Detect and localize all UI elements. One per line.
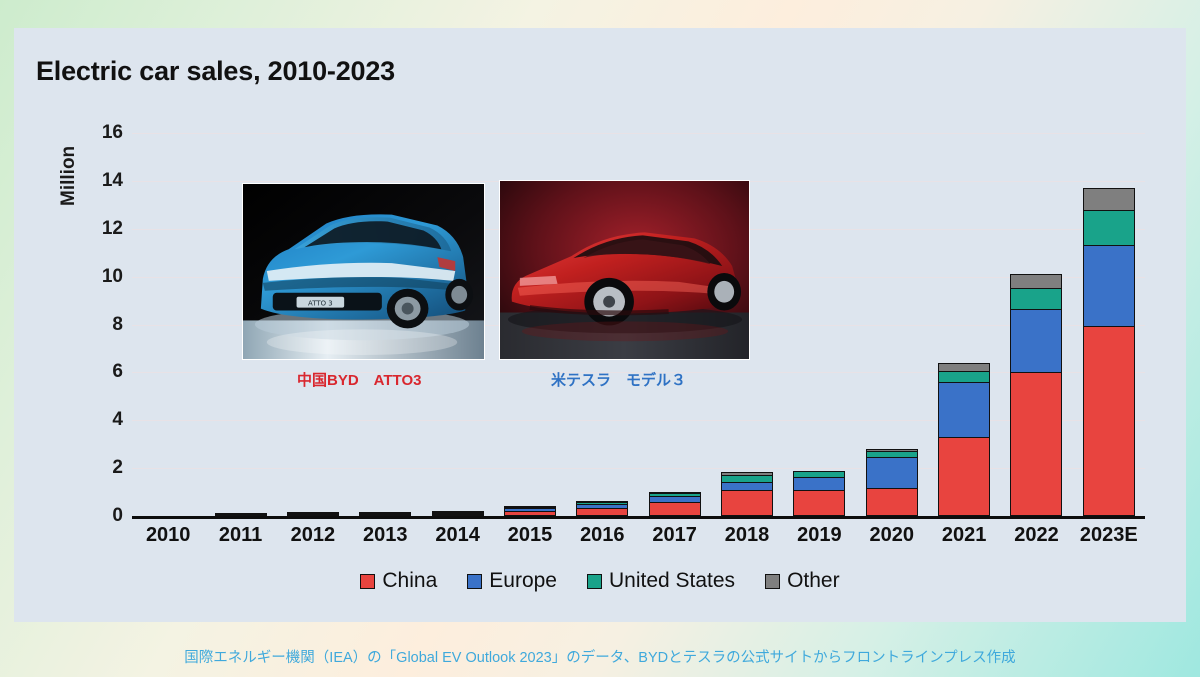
gridline bbox=[132, 372, 1145, 374]
bar-segment-other[interactable] bbox=[1082, 188, 1135, 212]
bar-segment-united-states[interactable] bbox=[1010, 288, 1063, 311]
bar-segment-china[interactable] bbox=[576, 507, 629, 516]
bar-segment-china[interactable] bbox=[1010, 372, 1063, 516]
bar-2014[interactable] bbox=[431, 511, 484, 516]
x-axis-tick-2021: 2021 bbox=[941, 524, 987, 546]
tesla-photo-caption: 米テスラ モデル３ bbox=[551, 372, 687, 389]
x-axis-tick-2013: 2013 bbox=[363, 524, 408, 546]
x-axis-tick-2018: 2018 bbox=[724, 524, 770, 546]
legend-item-europe[interactable]: Europe bbox=[467, 569, 557, 593]
bar-segment-china[interactable] bbox=[721, 489, 774, 516]
y-axis-tick: 12 bbox=[101, 217, 123, 239]
bar-segment-china[interactable] bbox=[503, 510, 556, 516]
byd-atto3-photo: ATTO 3 bbox=[242, 183, 485, 360]
y-axis-tick: 14 bbox=[101, 169, 123, 191]
svg-text:ATTO 3: ATTO 3 bbox=[308, 300, 333, 308]
page-title: Electric car sales, 2010-2023 bbox=[36, 56, 395, 86]
bar-segment-europe[interactable] bbox=[865, 456, 918, 491]
bar-segment-china[interactable] bbox=[359, 513, 412, 516]
y-axis-label: Million bbox=[58, 145, 79, 206]
tesla-model3-photo bbox=[499, 180, 750, 360]
bar-segment-china[interactable] bbox=[865, 488, 918, 516]
bar-2023E[interactable] bbox=[1082, 188, 1135, 516]
x-axis-tick-2022: 2022 bbox=[1014, 524, 1059, 546]
bar-2017[interactable] bbox=[648, 492, 701, 516]
bar-2016[interactable] bbox=[576, 501, 629, 516]
y-axis-tick: 2 bbox=[112, 457, 123, 479]
bar-2013[interactable] bbox=[359, 512, 412, 516]
y-axis-tick: 6 bbox=[112, 361, 123, 383]
tesla-model3-image bbox=[500, 181, 749, 359]
gridline bbox=[132, 420, 1145, 422]
x-axis-tick-labels: 2010 2011 2012 2013 2014 2015 2016 2017 2018 2019… bbox=[132, 524, 1145, 562]
x-axis-tick-2014: 2014 bbox=[435, 524, 480, 546]
bar-segment-china[interactable] bbox=[431, 513, 484, 516]
x-axis-tick-2023E: 2023E bbox=[1079, 524, 1138, 546]
y-axis-tick: 10 bbox=[101, 265, 123, 287]
bar-2020[interactable] bbox=[865, 449, 918, 516]
x-axis-line bbox=[132, 516, 1145, 519]
bar-segment-china[interactable] bbox=[1082, 325, 1135, 516]
legend-label: Other bbox=[787, 569, 840, 592]
bar-segment-europe[interactable] bbox=[1010, 309, 1063, 374]
legend-item-other[interactable]: Other bbox=[765, 569, 840, 593]
byd-photo-caption: 中国BYD ATTO3 bbox=[297, 372, 422, 389]
source-note: 国際エネルギー機関（IEA）の「Global EV Outlook 2023」の… bbox=[184, 650, 1016, 666]
y-axis-tick: 4 bbox=[112, 409, 123, 431]
bar-segment-europe[interactable] bbox=[938, 382, 991, 439]
legend-swatch-icon bbox=[765, 573, 781, 589]
bar-segment-europe[interactable] bbox=[1082, 244, 1135, 328]
x-axis-tick-2019: 2019 bbox=[797, 524, 842, 546]
x-axis-tick-2011: 2011 bbox=[218, 524, 263, 546]
x-axis-tick-2020: 2020 bbox=[869, 524, 915, 546]
y-axis-tick: 16 bbox=[101, 122, 123, 143]
gridline bbox=[132, 133, 1145, 134]
bar-2012[interactable] bbox=[286, 512, 339, 516]
legend-label: Europe bbox=[489, 569, 557, 592]
legend-label: United States bbox=[608, 569, 736, 592]
bar-2019[interactable] bbox=[793, 470, 846, 516]
y-axis-tick: 0 bbox=[112, 505, 123, 526]
legend-swatch-icon bbox=[586, 573, 602, 589]
bar-2018[interactable] bbox=[721, 471, 774, 516]
chart-legend: China Europe United States Other bbox=[14, 569, 1186, 593]
bar-segment-china[interactable] bbox=[214, 513, 267, 516]
bar-segment-united-states[interactable] bbox=[1082, 210, 1135, 247]
bar-segment-china[interactable] bbox=[938, 437, 991, 516]
x-axis-tick-2010: 2010 bbox=[145, 524, 191, 546]
gridline bbox=[132, 468, 1145, 470]
legend-item-united-states[interactable]: United States bbox=[586, 569, 736, 593]
bar-2021[interactable] bbox=[938, 362, 991, 516]
x-axis-tick-2016: 2016 bbox=[580, 524, 625, 546]
x-axis-tick-2017: 2017 bbox=[652, 524, 697, 546]
bar-2015[interactable] bbox=[503, 505, 556, 516]
legend-item-china[interactable]: China bbox=[360, 569, 437, 593]
bar-2022[interactable] bbox=[1010, 274, 1063, 516]
x-axis-tick-2015: 2015 bbox=[507, 524, 553, 546]
legend-swatch-icon bbox=[467, 573, 483, 589]
x-axis-tick-2012: 2012 bbox=[290, 524, 336, 546]
bar-segment-china[interactable] bbox=[286, 513, 339, 516]
y-axis-tick: 8 bbox=[112, 313, 123, 335]
bar-segment-china[interactable] bbox=[648, 501, 701, 516]
legend-label: China bbox=[382, 569, 438, 592]
bar-2011[interactable] bbox=[214, 512, 267, 516]
byd-atto3-image: ATTO 3 bbox=[243, 184, 484, 359]
bar-segment-china[interactable] bbox=[793, 489, 846, 516]
legend-swatch-icon bbox=[360, 573, 376, 589]
